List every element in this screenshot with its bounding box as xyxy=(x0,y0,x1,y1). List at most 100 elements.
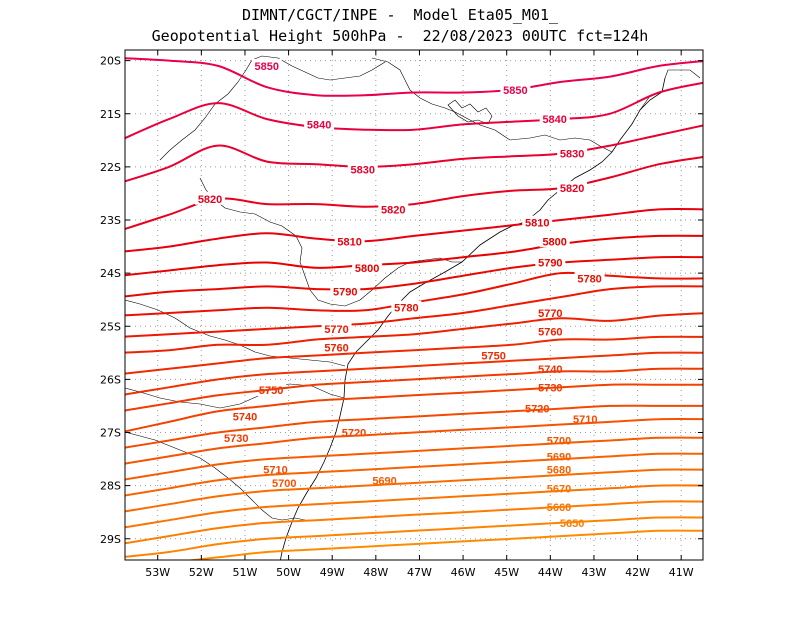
contour-label: 5830 xyxy=(560,149,584,161)
contour-label-bg xyxy=(347,162,378,176)
contour-line-5790 xyxy=(125,255,703,298)
contour-label-bg xyxy=(478,348,509,362)
contour-line-5670 xyxy=(125,468,703,513)
contour-label: 5810 xyxy=(337,236,361,248)
lagoon-shape xyxy=(447,99,493,125)
lat-tick-label: 24S xyxy=(100,267,121,280)
contour-label-bg xyxy=(522,401,553,415)
contour-line-5720 xyxy=(125,383,703,433)
lat-tick-label: 21S xyxy=(100,108,121,121)
contour-label: 5750 xyxy=(481,350,505,362)
contour-label: 5800 xyxy=(542,236,566,248)
contour-label: 5820 xyxy=(198,194,222,206)
lat-tick-label: 23S xyxy=(100,214,121,227)
contour-label-bg xyxy=(269,475,300,489)
lon-tick-label: 49W xyxy=(320,566,345,579)
contour-label-bg xyxy=(539,112,570,126)
lon-tick-label: 44W xyxy=(538,566,563,579)
contour-label: 5670 xyxy=(547,483,571,495)
contour-line-5800 xyxy=(125,234,703,277)
height-contours: 5850 5850 5840 5840 5830 5830 5820 5820 5820 5810… xyxy=(125,57,703,560)
contour-label: 5760 xyxy=(324,343,348,355)
contour-label-bg xyxy=(535,255,566,269)
state-border-west xyxy=(125,299,346,409)
contour-line-5650 xyxy=(125,500,703,545)
contour-label: 5720 xyxy=(342,428,366,440)
contour-line-5630 xyxy=(185,529,703,560)
coastline-and-state-borders xyxy=(125,55,701,560)
contour-label: 5730 xyxy=(224,433,248,445)
lon-tick-label: 42W xyxy=(625,566,650,579)
contour-label-bg xyxy=(557,181,588,195)
contour-label: 5700 xyxy=(272,478,296,490)
contour-label-bg xyxy=(522,215,553,229)
contour-label: 5680 xyxy=(547,465,571,477)
contour-line-5730 xyxy=(125,367,703,412)
contour-label-bg xyxy=(352,260,383,274)
contour-label-bg xyxy=(369,473,400,487)
lon-tick-label: 47W xyxy=(407,566,432,579)
lon-tick-label: 41W xyxy=(669,566,694,579)
contour-label-bg xyxy=(330,284,361,298)
map-title-line-2: Geopotential Height 500hPa - 22/08/2023 … xyxy=(151,27,649,45)
contour-label: 5740 xyxy=(538,364,562,376)
axis-ticks: 53W 52W 51W 50W 49W 48W 47W 46W 45W 44W 43W 42W 41W 2… xyxy=(100,50,703,579)
contour-label: 5780 xyxy=(577,273,601,285)
contour-label-bg xyxy=(535,305,566,319)
contour-line-5660 xyxy=(125,484,703,529)
contour-label: 5690 xyxy=(547,451,571,463)
contour-label: 5770 xyxy=(538,308,562,320)
map-title-line-1: DIMNT/CGCT/INPE - Model Eta05_M01_ xyxy=(241,6,559,24)
contour-line-5680 xyxy=(125,452,703,497)
contour-label: 5780 xyxy=(394,303,418,315)
contour-label: 5810 xyxy=(525,218,549,230)
contour-line-5810 xyxy=(125,208,703,253)
coastline xyxy=(279,77,666,560)
contour-label-bg xyxy=(260,462,291,476)
lon-tick-label: 43W xyxy=(582,566,607,579)
lon-tick-label: 46W xyxy=(451,566,476,579)
contour-label: 5800 xyxy=(355,263,379,275)
lat-tick-label: 22S xyxy=(100,161,121,174)
lat-tick-label: 29S xyxy=(100,533,121,546)
lat-tick-label: 28S xyxy=(100,480,121,493)
contour-label-bg xyxy=(500,82,531,96)
contour-line-5750 xyxy=(125,335,703,375)
contour-label-bg xyxy=(544,462,575,476)
contour-line-5770 xyxy=(125,285,703,338)
contour-line-5840 xyxy=(125,81,703,140)
contour-label: 5830 xyxy=(351,165,375,177)
contour-label-bg xyxy=(221,430,252,444)
contour-label-bg xyxy=(229,409,260,423)
contour-label: 5850 xyxy=(255,61,279,73)
contour-label-bg xyxy=(574,271,605,285)
contour-label: 5790 xyxy=(333,287,357,299)
contour-label: 5650 xyxy=(560,518,584,530)
lat-tick-label: 27S xyxy=(100,427,121,440)
contour-label: 5850 xyxy=(503,85,527,97)
contour-label-bg xyxy=(557,146,588,160)
contour-label-bg xyxy=(195,191,226,205)
contour-label-bg xyxy=(539,234,570,248)
state-border-ne xyxy=(371,57,701,153)
contour-line-5850 xyxy=(125,57,703,97)
contour-line-5710 xyxy=(125,404,703,449)
contour-line-5690 xyxy=(125,436,703,481)
map-frame xyxy=(124,49,704,561)
contour-label: 5840 xyxy=(542,114,566,126)
contour-label-bg xyxy=(535,380,566,394)
lon-tick-label: 48W xyxy=(363,566,388,579)
contour-line-5640 xyxy=(125,516,703,558)
contour-label-bg xyxy=(251,58,282,72)
contour-line-5740 xyxy=(125,351,703,396)
contour-label: 5840 xyxy=(307,119,331,131)
contour-label: 5770 xyxy=(324,324,348,336)
contour-label-bg xyxy=(304,117,335,131)
contour-line-5700 xyxy=(125,418,703,465)
contour-label: 5820 xyxy=(560,183,584,195)
contour-label-bg xyxy=(378,202,409,216)
contour-label-bg xyxy=(334,234,365,248)
contour-label-bg xyxy=(391,300,422,314)
contour-label: 5820 xyxy=(381,204,405,216)
